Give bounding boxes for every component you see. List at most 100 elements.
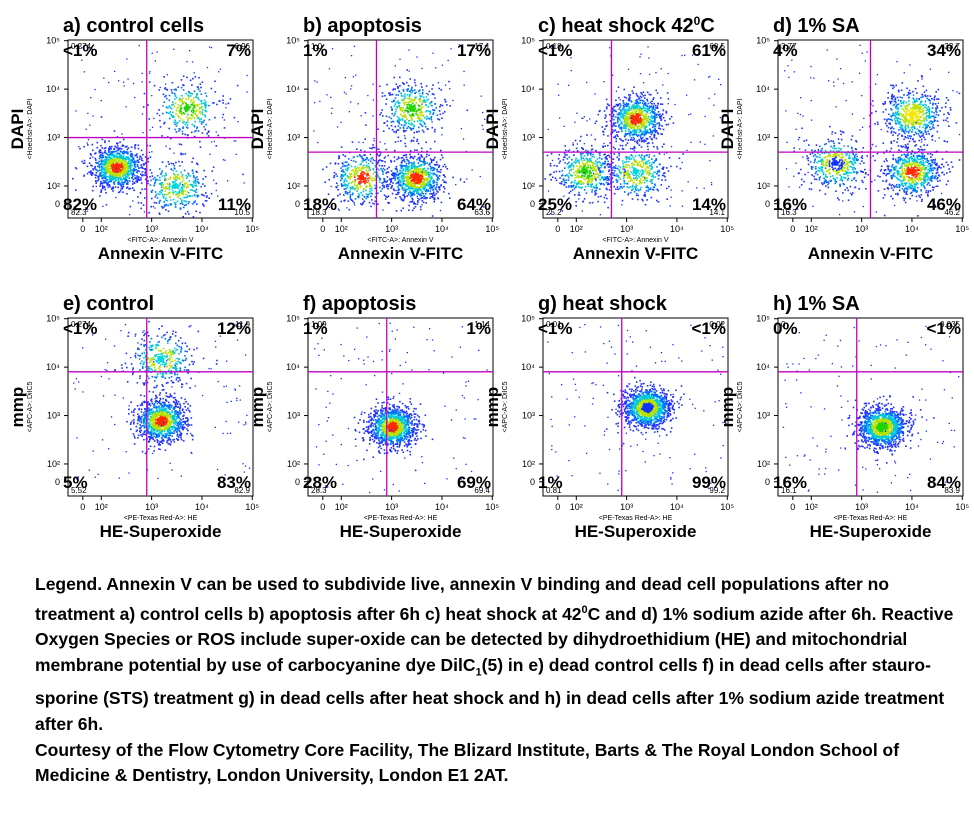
event-point — [109, 153, 111, 156]
event-point — [395, 101, 397, 104]
event-point — [597, 113, 600, 116]
event-point — [366, 156, 368, 159]
event-point — [597, 167, 600, 170]
event-point — [330, 185, 332, 188]
event-point — [195, 162, 198, 165]
event-point — [108, 175, 110, 178]
event-point — [382, 173, 384, 175]
event-point — [660, 133, 662, 135]
event-point — [462, 138, 465, 140]
event-point — [413, 190, 416, 192]
event-point — [120, 162, 123, 165]
event-point — [438, 87, 440, 90]
event-point — [398, 176, 401, 179]
event-point — [107, 156, 110, 159]
event-point — [122, 172, 124, 174]
event-point — [140, 177, 142, 179]
event-point — [397, 129, 400, 131]
event-point — [391, 120, 394, 123]
event-point — [603, 110, 606, 112]
event-point — [420, 107, 423, 110]
event-point — [169, 107, 172, 109]
event-point — [404, 142, 406, 145]
event-point — [441, 127, 443, 129]
quadrant-stat-ur: 6.96 — [234, 42, 250, 51]
event-point — [634, 110, 636, 112]
event-point — [119, 158, 121, 160]
event-point — [580, 135, 582, 138]
event-point — [356, 148, 358, 150]
event-point — [175, 194, 177, 196]
event-point — [195, 184, 197, 187]
event-point — [401, 115, 404, 118]
event-point — [488, 212, 491, 214]
event-point — [583, 159, 586, 161]
event-point — [186, 176, 189, 178]
event-point — [641, 172, 643, 175]
event-point — [357, 170, 359, 172]
event-point — [637, 119, 640, 121]
event-point — [409, 153, 411, 156]
event-point — [398, 121, 400, 124]
event-point — [127, 153, 129, 155]
event-point — [193, 135, 196, 138]
event-point — [380, 190, 382, 192]
event-point — [595, 177, 597, 179]
event-point — [397, 136, 399, 138]
event-point — [425, 183, 427, 186]
event-point — [422, 100, 425, 102]
event-point — [354, 168, 356, 170]
event-point — [400, 179, 403, 182]
event-point — [397, 181, 399, 183]
event-point — [196, 127, 198, 130]
event-point — [620, 111, 622, 113]
event-point — [611, 169, 614, 171]
event-point — [399, 119, 402, 121]
population-peak — [183, 105, 190, 112]
event-point — [607, 135, 609, 137]
event-point — [418, 92, 421, 95]
event-point — [640, 146, 643, 148]
event-point — [625, 124, 628, 126]
event-point — [386, 176, 389, 178]
event-point — [338, 209, 340, 211]
event-point — [116, 155, 119, 158]
event-point — [645, 140, 647, 142]
event-point — [175, 131, 178, 133]
event-point — [393, 114, 395, 117]
event-point — [439, 209, 442, 212]
event-point — [628, 99, 631, 101]
event-point — [625, 116, 627, 119]
event-point — [630, 121, 633, 124]
event-point — [627, 99, 630, 101]
event-point — [654, 125, 657, 128]
event-point — [151, 151, 153, 153]
event-point — [154, 179, 157, 181]
event-point — [99, 154, 102, 156]
event-point — [662, 109, 665, 111]
event-point — [418, 171, 420, 174]
event-point — [629, 126, 632, 129]
event-point — [111, 167, 113, 169]
event-point — [634, 140, 636, 143]
event-point — [206, 66, 209, 69]
event-point — [423, 177, 425, 180]
event-point — [133, 189, 135, 191]
event-point — [606, 188, 608, 191]
event-point — [127, 161, 130, 163]
event-point — [177, 187, 180, 189]
event-point — [138, 170, 140, 173]
event-point — [114, 70, 116, 72]
event-point — [600, 164, 602, 167]
event-point — [412, 102, 414, 105]
event-point — [185, 174, 187, 177]
event-point — [343, 181, 345, 184]
event-point — [204, 102, 207, 104]
event-point — [617, 118, 619, 120]
event-point — [204, 107, 207, 109]
event-point — [591, 167, 593, 170]
event-point — [632, 108, 634, 111]
event-point — [615, 131, 618, 133]
event-point — [108, 140, 110, 142]
event-point — [432, 180, 434, 182]
